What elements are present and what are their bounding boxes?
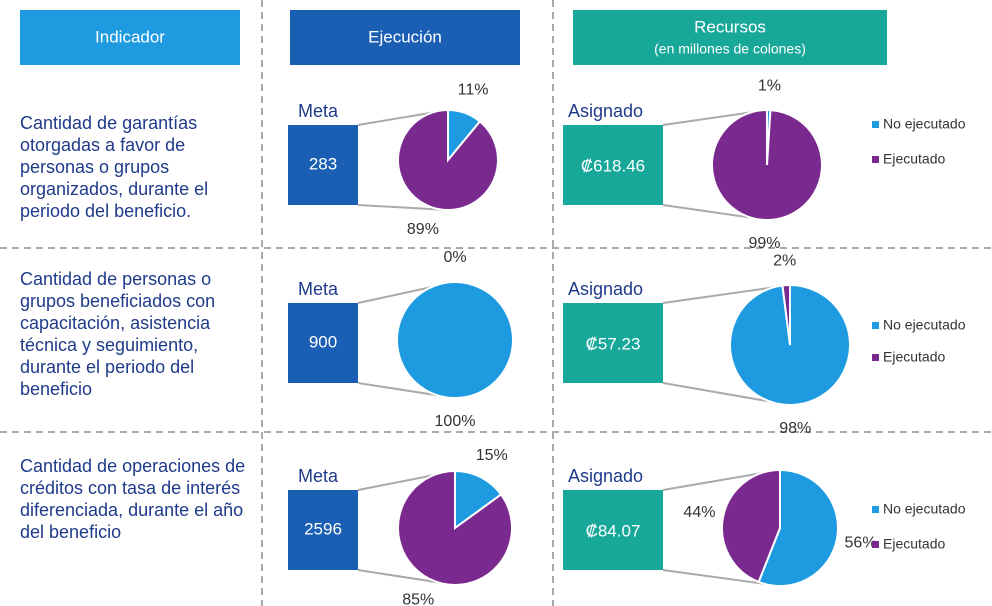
pie-slice xyxy=(721,468,781,584)
pie-slice xyxy=(757,468,839,587)
meta-label: Meta xyxy=(298,101,339,121)
legend-label: Ejecutado xyxy=(883,151,945,167)
asignado-box xyxy=(563,303,663,383)
header: Indicador xyxy=(95,27,165,46)
asignado-box xyxy=(563,125,663,205)
legend-swatch xyxy=(872,354,879,361)
legend-swatch xyxy=(872,322,879,329)
asignado-value: ₡84.07 xyxy=(586,521,641,540)
header: Recursos xyxy=(694,17,766,36)
meta-label: Meta xyxy=(298,466,339,486)
indicator: Cantidad de garantías otorgadas a favor … xyxy=(20,113,209,221)
data-label: 11% xyxy=(458,82,489,99)
indicator: Cantidad de personas o grupos beneficiad… xyxy=(20,269,216,399)
meta-value: 900 xyxy=(309,332,337,351)
legend-swatch xyxy=(872,156,879,163)
pie-slice xyxy=(397,108,499,211)
pie-slice xyxy=(397,469,513,586)
connector xyxy=(357,204,449,211)
meta-label: Meta xyxy=(298,279,339,299)
data-label: 1% xyxy=(758,77,781,94)
data-label: 44% xyxy=(683,504,715,521)
meta-value: 2596 xyxy=(304,519,342,538)
data-label: 89% xyxy=(407,221,439,238)
data-label: 56% xyxy=(845,535,877,552)
meta-box xyxy=(288,490,358,570)
legend-label: Ejecutado xyxy=(883,349,945,365)
data-label: 15% xyxy=(476,447,508,464)
indicator: Cantidad de operaciones de créditos con … xyxy=(20,456,246,542)
pie-slice xyxy=(710,108,823,221)
header-box xyxy=(290,10,520,65)
header-box xyxy=(573,10,887,65)
data-label: 0% xyxy=(443,249,466,266)
meta-box xyxy=(288,303,358,383)
asignado-label: Asignado xyxy=(568,279,643,299)
asignado-value: ₡57.23 xyxy=(586,334,641,353)
header-box xyxy=(20,10,240,65)
data-label: 98% xyxy=(779,420,811,437)
meta-box xyxy=(288,125,358,205)
legend-swatch xyxy=(872,121,879,128)
pie-slice xyxy=(781,283,791,346)
legend-label: No ejecutado xyxy=(883,317,966,333)
asignado-label: Asignado xyxy=(568,466,643,486)
data-label: 2% xyxy=(773,252,796,269)
data-label: 100% xyxy=(435,413,476,430)
legend-label: Ejecutado xyxy=(883,536,945,552)
data-label: 85% xyxy=(402,591,434,606)
meta-value: 283 xyxy=(309,154,337,173)
header: Ejecución xyxy=(368,27,442,46)
legend-label: No ejecutado xyxy=(883,116,966,132)
legend-label: No ejecutado xyxy=(883,501,966,517)
header-sub: (en millones de colones) xyxy=(654,41,806,57)
asignado-box xyxy=(563,490,663,570)
legend-swatch xyxy=(872,541,879,548)
asignado-label: Asignado xyxy=(568,101,643,121)
data-label: 99% xyxy=(749,235,781,252)
pie-slice xyxy=(454,469,503,530)
pie-slice xyxy=(396,281,514,399)
asignado-value: ₡618.46 xyxy=(581,156,645,175)
legend-swatch xyxy=(872,506,879,513)
